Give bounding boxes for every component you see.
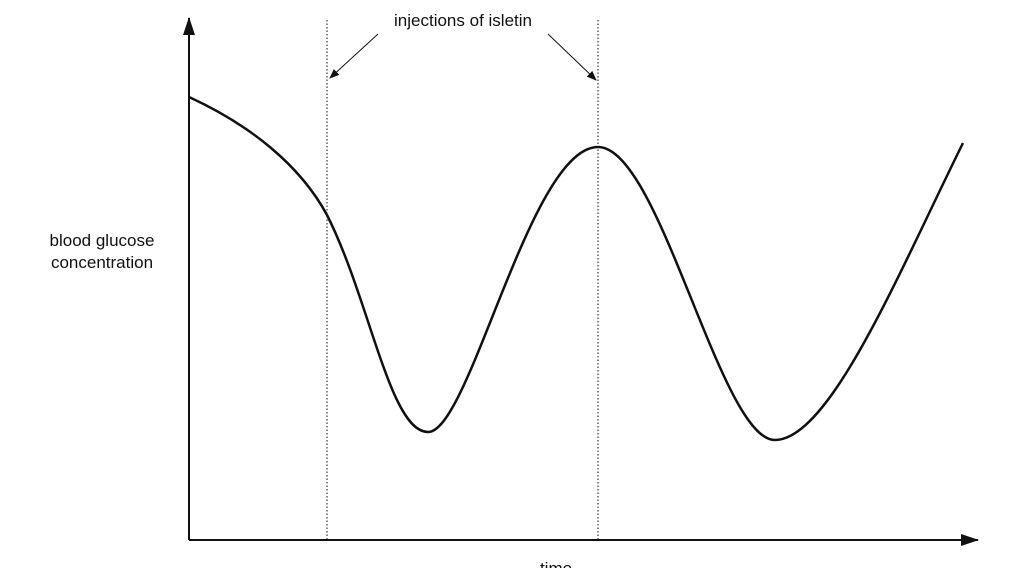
annotation-arrow <box>329 33 379 79</box>
annotation: injections of isletin <box>394 11 532 30</box>
annotation-arrow <box>547 33 597 81</box>
x-axis-label: time <box>540 559 572 568</box>
y-axis-label: concentration <box>51 253 153 272</box>
y-axis-label: blood glucose <box>50 231 155 250</box>
glucose-curve <box>188 95 965 442</box>
